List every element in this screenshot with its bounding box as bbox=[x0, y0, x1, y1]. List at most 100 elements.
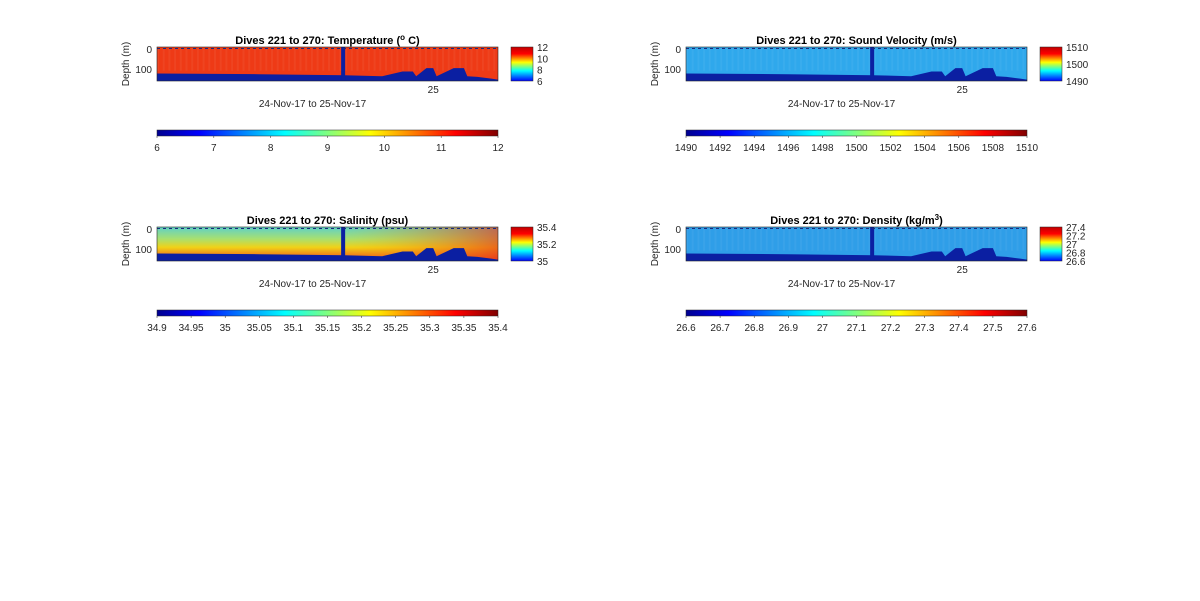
temperature-texture bbox=[162, 47, 165, 71]
density-texture bbox=[800, 227, 802, 251]
sound-velocity-texture bbox=[822, 47, 825, 71]
density-colorbar-tick-label: 27.4 bbox=[949, 323, 969, 334]
density-colorbar-tick-label: 27.1 bbox=[847, 323, 867, 334]
sound-velocity-texture bbox=[862, 47, 865, 71]
density-texture bbox=[862, 227, 865, 251]
temperature-texture bbox=[487, 47, 490, 71]
sound-velocity-texture bbox=[971, 47, 973, 71]
density-texture bbox=[743, 227, 745, 251]
temperature-texture bbox=[168, 47, 171, 71]
density-texture bbox=[971, 227, 973, 251]
density-texture bbox=[737, 227, 740, 251]
density-texture bbox=[851, 227, 854, 251]
sound-velocity-texture bbox=[891, 47, 894, 71]
temperature-side-colorbar bbox=[510, 46, 534, 82]
temperature-colorbar-tick-label: 9 bbox=[325, 143, 331, 154]
temperature-texture bbox=[305, 47, 308, 71]
temperature-texture bbox=[310, 47, 313, 71]
density-texture bbox=[697, 227, 700, 251]
temperature-texture bbox=[288, 47, 291, 71]
density-texture bbox=[896, 227, 899, 251]
density-colorbar-tick-label: 26.6 bbox=[676, 323, 696, 334]
sound-velocity-texture bbox=[902, 47, 905, 71]
density-texture bbox=[794, 227, 797, 251]
density-texture bbox=[703, 227, 706, 251]
density-colorbar-tick-label: 27.3 bbox=[915, 323, 935, 334]
salinity-panel: Dives 221 to 270: Salinity (psu) 0 100Dept… bbox=[121, 215, 557, 334]
density-texture bbox=[771, 227, 774, 251]
density-texture bbox=[891, 227, 894, 251]
sound-velocity-texture bbox=[868, 47, 871, 71]
sound-velocity-texture bbox=[874, 47, 877, 71]
temperature-texture bbox=[248, 47, 251, 71]
temperature-axes-frame bbox=[156, 46, 499, 82]
sound-velocity-texture bbox=[805, 47, 808, 71]
density-colorbar-tick-label: 27.2 bbox=[881, 323, 901, 334]
sound-velocity-texture bbox=[1022, 47, 1025, 71]
temperature-texture bbox=[157, 47, 159, 71]
salinity-ytick-label: 0 bbox=[146, 225, 152, 236]
sound-velocity-ytick-label: 0 bbox=[675, 45, 681, 56]
density-texture bbox=[868, 227, 871, 251]
density-texture bbox=[919, 227, 922, 251]
sound-velocity-colorbar-tick-label: 1506 bbox=[948, 143, 971, 154]
sound-velocity-texture bbox=[777, 47, 780, 71]
temperature-texture bbox=[242, 47, 245, 71]
temperature-texture bbox=[447, 47, 450, 71]
density-texture bbox=[708, 227, 711, 251]
temperature-texture bbox=[299, 47, 302, 71]
density-texture bbox=[731, 227, 734, 251]
salinity-heatmap bbox=[157, 227, 498, 261]
sound-velocity-texture bbox=[720, 47, 723, 71]
density-texture bbox=[965, 227, 968, 251]
density-texture bbox=[982, 227, 985, 251]
sound-velocity-texture bbox=[857, 47, 859, 71]
density-texture bbox=[988, 227, 991, 251]
temperature-side-colorbar-tick: 8 bbox=[537, 66, 543, 77]
density-gap-column bbox=[870, 227, 875, 261]
density-texture bbox=[879, 227, 882, 251]
temperature-texture bbox=[476, 47, 479, 71]
salinity-colorbar-tick-label: 35.05 bbox=[247, 323, 272, 334]
sound-velocity-texture bbox=[908, 47, 911, 71]
density-colorbar-tick-label: 26.8 bbox=[744, 323, 764, 334]
density-texture bbox=[686, 227, 688, 251]
density-texture bbox=[925, 227, 928, 251]
temperature-colorbar-tick-label: 7 bbox=[211, 143, 217, 154]
sound-velocity-texture bbox=[953, 47, 956, 71]
sound-velocity-texture bbox=[737, 47, 740, 71]
temperature-texture bbox=[356, 47, 359, 71]
sound-velocity-texture bbox=[936, 47, 939, 71]
temperature-side-colorbar-tick: 10 bbox=[537, 54, 549, 65]
temperature-texture bbox=[225, 47, 228, 71]
salinity-xlabel: 24-Nov-17 to 25-Nov-17 bbox=[259, 279, 367, 290]
sound-velocity-texture bbox=[925, 47, 928, 71]
salinity-side-colorbar-tick: 35.2 bbox=[537, 240, 557, 251]
density-heatmap bbox=[686, 227, 1027, 261]
sound-velocity-axes-frame bbox=[685, 46, 1028, 82]
sound-velocity-texture bbox=[703, 47, 706, 71]
sound-velocity-seafloor bbox=[686, 68, 1027, 81]
temperature-texture bbox=[385, 47, 387, 71]
density-texture bbox=[760, 227, 763, 251]
density-side-colorbar-tick: 27.4 bbox=[1066, 223, 1086, 234]
sound-velocity-colorbar-tick-label: 1490 bbox=[675, 143, 698, 154]
sound-velocity-colorbar-tick-label: 1496 bbox=[777, 143, 800, 154]
sound-velocity-texture bbox=[788, 47, 791, 71]
density-texture bbox=[953, 227, 956, 251]
temperature-texture bbox=[174, 47, 177, 71]
density-texture bbox=[1022, 227, 1025, 251]
sound-velocity-texture bbox=[982, 47, 985, 71]
density-ylabel: Depth (m) bbox=[650, 222, 661, 266]
density-texture bbox=[720, 227, 723, 251]
sound-velocity-texture bbox=[691, 47, 694, 71]
density-texture bbox=[857, 227, 859, 251]
sound-velocity-side-colorbar-tick: 1490 bbox=[1066, 77, 1089, 88]
sound-velocity-texture bbox=[686, 47, 688, 71]
temperature-texture bbox=[293, 47, 296, 71]
density-texture bbox=[765, 227, 768, 251]
temperature-texture bbox=[470, 47, 473, 71]
density-colorbar-tick-label: 26.9 bbox=[779, 323, 799, 334]
density-ytick-label: 0 bbox=[675, 225, 681, 236]
sound-velocity-gap-column bbox=[870, 47, 875, 81]
